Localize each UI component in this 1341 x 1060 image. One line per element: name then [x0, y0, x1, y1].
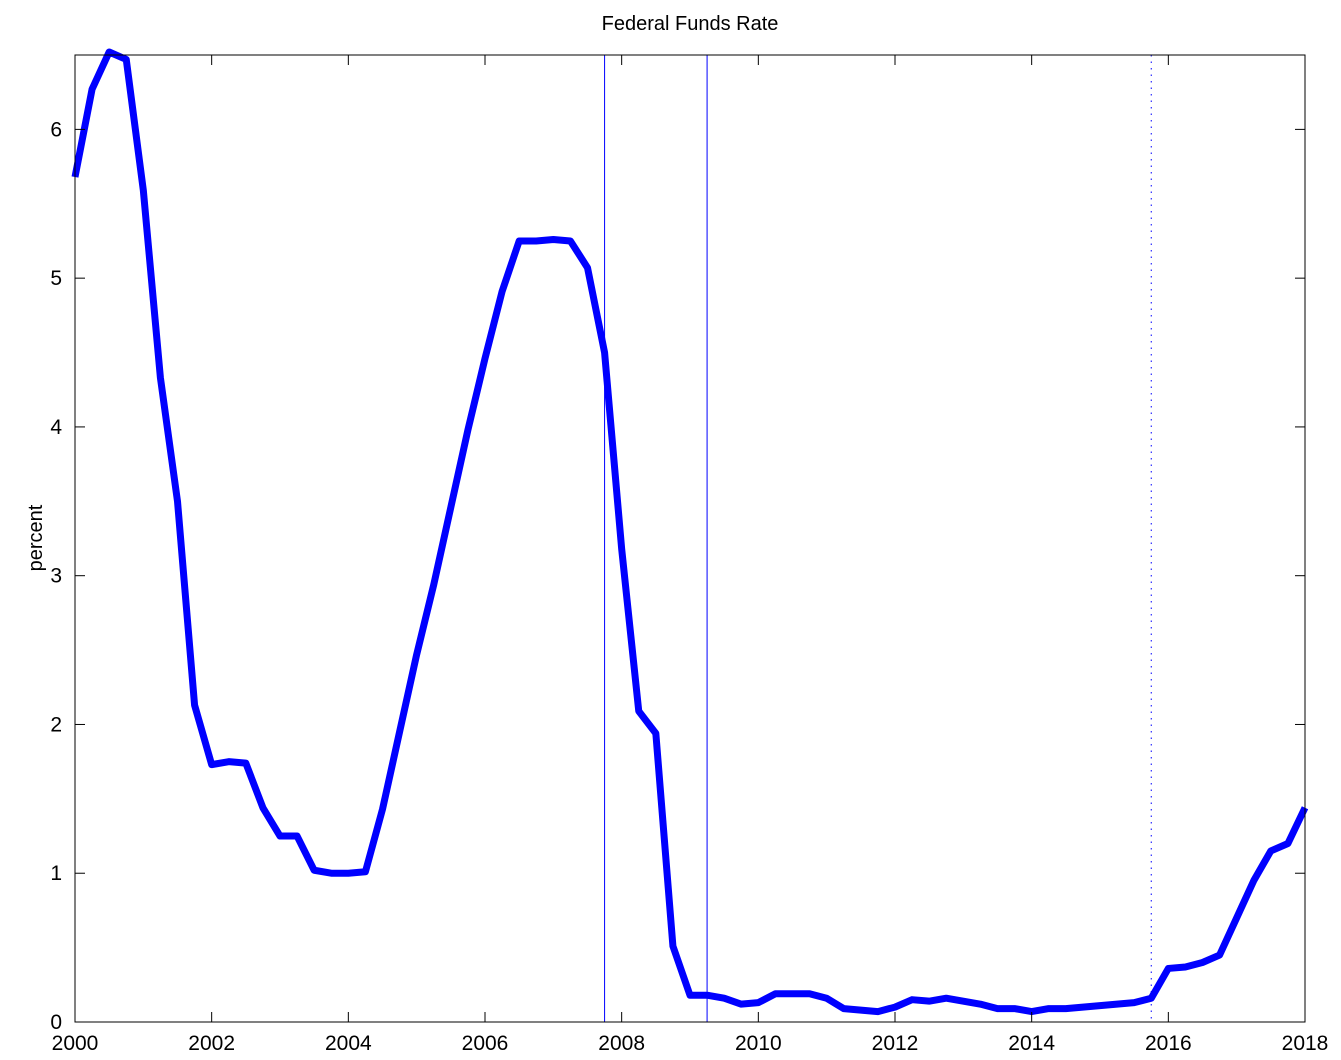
- y-tick-label: 2: [50, 713, 62, 736]
- y-axis-label: percent: [25, 504, 47, 571]
- axis-ticks: 2000 2002 2004 2006 2008 2010 2012 2014 2016 2018…: [50, 55, 1328, 1055]
- y-tick-label: 3: [50, 565, 62, 588]
- x-tick-label: 2008: [598, 1032, 645, 1055]
- x-tick-label: 2010: [735, 1032, 782, 1055]
- x-tick-label: 2002: [188, 1032, 235, 1055]
- x-tick-label: 2018: [1282, 1032, 1329, 1055]
- y-tick-label: 4: [50, 416, 62, 439]
- plot-frame: [74, 54, 1306, 1023]
- x-tick-label: 2000: [52, 1032, 99, 1055]
- x-tick-label: 2012: [872, 1032, 919, 1055]
- series-group: [71, 48, 1309, 1016]
- y-tick-label: 0: [50, 1011, 62, 1034]
- x-tick-label: 2004: [325, 1032, 372, 1055]
- series-line: [71, 48, 1309, 1016]
- event-lines: [604, 55, 1152, 1022]
- y-tick-label: 5: [50, 267, 62, 290]
- chart-title: Federal Funds Rate: [602, 13, 779, 35]
- y-tick-label: 6: [50, 118, 62, 141]
- y-tick-label: 1: [50, 862, 62, 885]
- x-tick-label: 2016: [1145, 1032, 1192, 1055]
- x-tick-label: 2006: [462, 1032, 509, 1055]
- x-tick-label: 2014: [1008, 1032, 1055, 1055]
